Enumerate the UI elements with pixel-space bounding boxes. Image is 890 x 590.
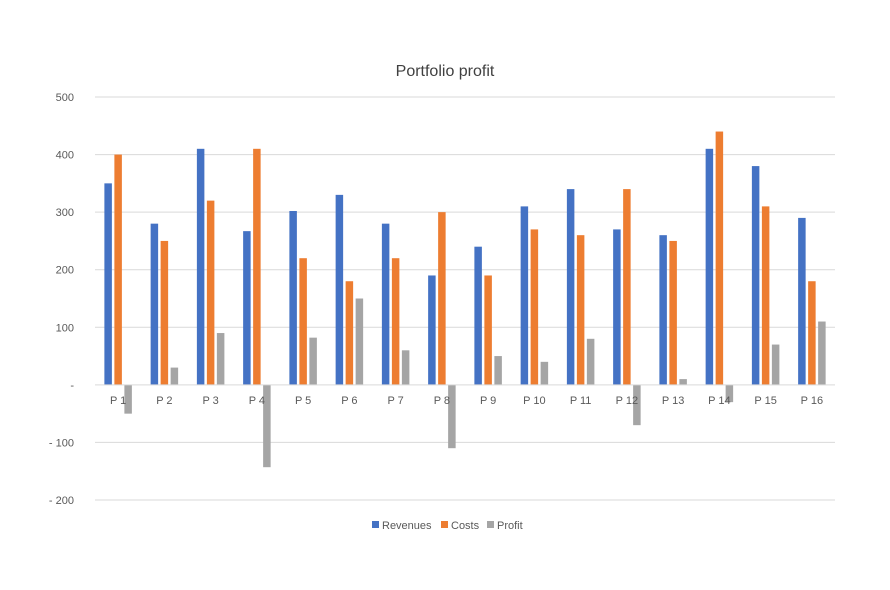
bar-costs-p6 [345,281,354,385]
bar-profit-p5 [309,337,317,385]
bar-profit-p10 [540,361,549,385]
x-axis-category-labels: P 1 P 2 P 3 P 4 P 5 P 6 P 7 P 8 P 9 P 10 P 11 P 12 P… [110,395,823,407]
y-tick-label: 500 [56,92,74,104]
y-tick-label: - [70,380,74,392]
y-tick-label: 300 [56,207,74,219]
bar-costs-p4 [253,148,261,385]
x-category-label: P 6 [341,395,357,407]
bar-profit-p12 [633,384,641,426]
x-category-label: P 15 [754,395,776,407]
bar-profit-p13 [679,379,687,385]
legend-swatch [487,521,494,528]
bar-revenues-p13 [659,235,667,385]
bar-profit-p4 [263,384,271,468]
legend-label: Revenues [382,520,432,532]
bar-profit-p11 [586,338,595,385]
y-tick-label: 400 [56,150,74,162]
bar-profit-p1 [124,384,132,414]
x-category-label: P 1 [110,395,126,407]
bar-profit-p16 [818,321,826,385]
bar-profit-p2 [170,367,179,385]
bar-costs-p1 [114,154,122,385]
y-axis-tick-labels: 500 400 300 200 100 - - 100 - 200 [49,92,74,507]
bar-revenues-p6 [335,194,344,385]
x-category-label: P 5 [295,395,311,407]
legend-label: Profit [497,520,523,532]
bar-revenues-p8 [428,275,436,385]
bar-profit-p15 [771,344,780,385]
x-category-label: P 13 [662,395,684,407]
bar-revenues-p5 [289,210,297,385]
bar-revenues-p11 [566,189,575,385]
x-category-label: P 7 [387,395,403,407]
legend-item-profit: Profit [487,520,523,532]
bar-revenues-p10 [520,206,529,385]
bar-revenues-p9 [474,246,482,385]
bars [104,131,826,468]
bar-costs-p7 [391,258,400,385]
y-tick-label: 100 [56,322,74,334]
bar-costs-p15 [761,206,770,385]
bar-costs-p5 [299,258,307,385]
x-category-label: P 12 [616,395,638,407]
gridlines [95,96,835,501]
bar-revenues-p4 [243,231,251,385]
bar-revenues-p16 [798,217,806,385]
x-category-label: P 2 [156,395,172,407]
bar-profit-p3 [216,333,225,385]
bar-costs-p14 [715,131,724,385]
bar-costs-p8 [438,212,446,385]
legend-label: Costs [451,520,480,532]
bar-costs-p12 [623,189,631,385]
y-tick-label: 200 [56,265,74,277]
x-category-label: P 8 [434,395,450,407]
legend: Revenues Costs Profit [372,520,523,532]
legend-swatch [441,521,448,528]
y-tick-label: - 100 [49,437,74,449]
x-category-label: P 16 [801,395,823,407]
bar-costs-p11 [576,235,585,385]
y-tick-label: - 200 [49,495,74,507]
bar-profit-p9 [494,356,502,385]
bar-revenues-p7 [381,223,390,385]
bar-costs-p16 [808,281,816,385]
bar-revenues-p14 [705,148,714,385]
bar-profit-p7 [401,350,410,385]
x-category-label: P 11 [570,395,592,407]
bar-costs-p13 [669,240,677,385]
legend-item-revenues: Revenues [372,520,432,532]
bar-costs-p3 [206,200,215,385]
x-category-label: P 9 [480,395,496,407]
x-category-label: P 4 [249,395,265,407]
bar-costs-p9 [484,275,492,385]
legend-swatch [372,521,379,528]
x-category-label: P 3 [202,395,218,407]
x-category-label: P 10 [523,395,545,407]
legend-item-costs: Costs [441,520,480,532]
x-category-label: P 14 [708,395,730,407]
bar-revenues-p2 [150,223,159,385]
bar-revenues-p15 [751,166,760,385]
bar-costs-p10 [530,229,539,385]
bar-revenues-p1 [104,183,112,385]
bar-profit-p6 [355,298,364,385]
chart-title: Portfolio profit [396,63,495,80]
bar-revenues-p3 [196,148,205,385]
bar-costs-p2 [160,240,169,385]
bar-profit-p8 [448,384,456,449]
bar-profit-p14 [725,384,734,403]
bar-revenues-p12 [613,229,621,385]
